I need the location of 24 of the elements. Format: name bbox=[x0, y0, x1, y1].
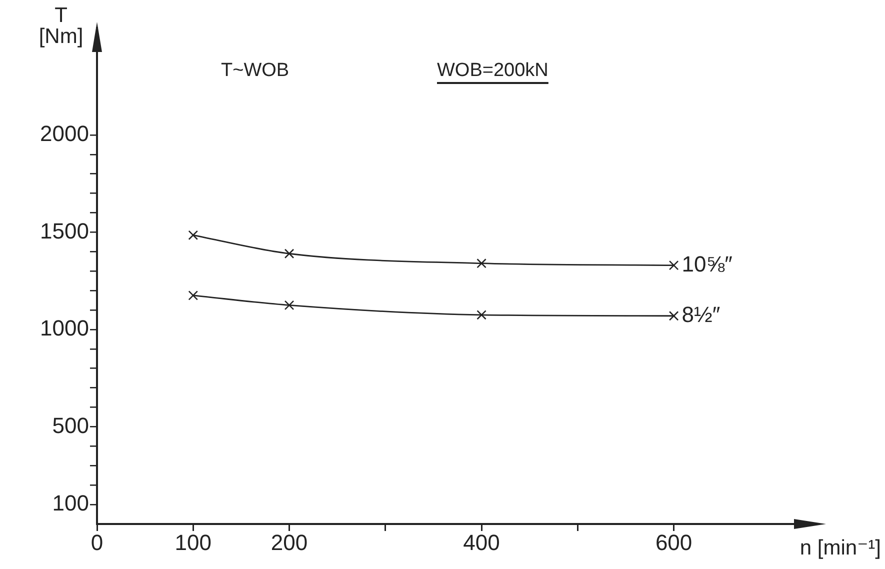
x-tick-label: 200 bbox=[270, 530, 308, 556]
y-tick-label: 500 bbox=[52, 412, 89, 438]
x-tick-label: 0 bbox=[90, 530, 104, 556]
point bbox=[476, 310, 486, 320]
point bbox=[188, 290, 198, 300]
annotation: T~WOB bbox=[221, 60, 290, 83]
annotation: WOB=200kN bbox=[437, 60, 548, 83]
point bbox=[476, 258, 486, 268]
x-tick-label: 600 bbox=[655, 530, 692, 556]
point bbox=[284, 248, 294, 259]
y-tick-label: 1500 bbox=[40, 218, 89, 244]
y-tick-label: 2000 bbox=[40, 121, 89, 146]
point bbox=[668, 310, 679, 321]
y-axis-title: T [Nm] bbox=[38, 4, 84, 48]
x-tick-label: 100 bbox=[174, 530, 212, 556]
point bbox=[284, 300, 294, 310]
point bbox=[668, 260, 679, 270]
point bbox=[188, 230, 198, 240]
y-tick-label: 100 bbox=[52, 490, 89, 516]
series-label: 10⅝″ bbox=[682, 251, 733, 276]
series-label: 8½″ bbox=[682, 302, 720, 327]
y-tick-label: 1000 bbox=[40, 316, 89, 341]
x-tick-label: 400 bbox=[463, 530, 500, 556]
x-axis-title: n [min⁻¹] bbox=[800, 536, 881, 560]
